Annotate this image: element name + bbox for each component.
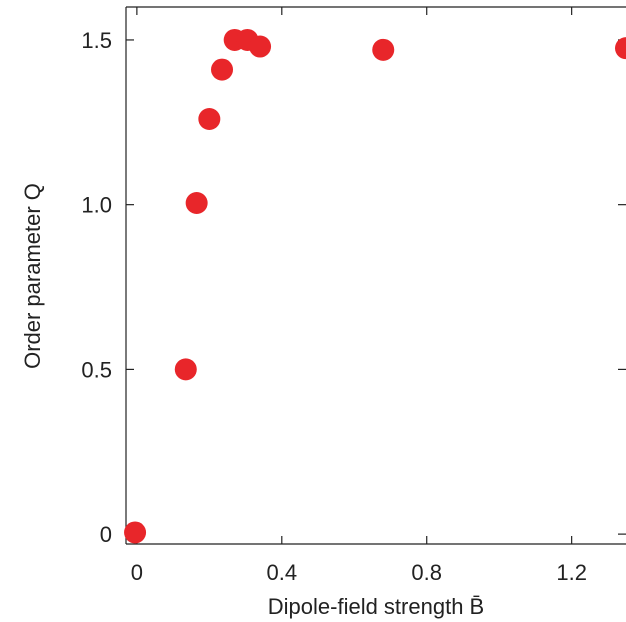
data-point bbox=[124, 521, 147, 544]
y-tick-label: 0 bbox=[100, 522, 112, 547]
y-tick-label: 1.0 bbox=[81, 193, 112, 218]
x-tick-label: 0.4 bbox=[267, 560, 298, 585]
data-point bbox=[372, 38, 395, 61]
x-axis-title: Dipole-field strength B̄ bbox=[268, 594, 484, 619]
data-point bbox=[211, 58, 234, 81]
y-tick-label: 0.5 bbox=[81, 357, 112, 382]
data-points bbox=[124, 28, 626, 544]
axes bbox=[125, 6, 626, 545]
data-point bbox=[249, 35, 272, 58]
y-tick-label: 1.5 bbox=[81, 28, 112, 53]
data-point bbox=[615, 37, 626, 60]
tick-labels: 0 0.4 0.8 1.2 0 0.5 1.0 1.5 bbox=[81, 28, 587, 585]
data-point bbox=[174, 358, 197, 381]
data-point bbox=[185, 192, 208, 215]
x-tick-label: 0.8 bbox=[411, 560, 442, 585]
x-tick-label: 0 bbox=[131, 560, 143, 585]
ticks bbox=[126, 7, 626, 544]
data-point bbox=[198, 108, 221, 131]
x-tick-label: 1.2 bbox=[556, 560, 587, 585]
y-axis-title: Order parameter Q bbox=[20, 183, 45, 369]
